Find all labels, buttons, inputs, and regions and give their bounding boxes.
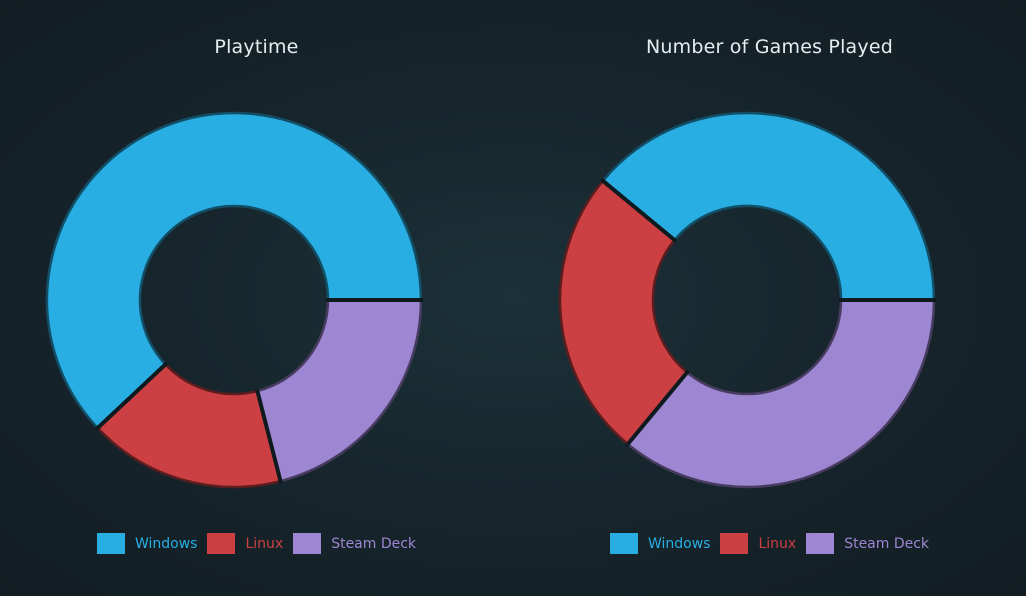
legend-swatch-steam-deck — [806, 533, 835, 554]
legend-label-linux: Linux — [245, 535, 284, 552]
legend-item-windows[interactable]: Windows — [96, 533, 198, 554]
legend-label-steam-deck: Steam Deck — [844, 535, 930, 552]
donut-slice-steam-deck[interactable] — [255, 298, 423, 483]
legend-swatch-windows — [96, 533, 125, 554]
legend-label-windows: Windows — [134, 535, 198, 552]
legend-item-linux[interactable]: Linux — [207, 533, 283, 554]
slice-separator — [624, 369, 690, 447]
slice-separator — [94, 361, 169, 431]
legend-item-windows[interactable]: Windows — [609, 533, 711, 554]
legend-swatch-windows — [609, 533, 638, 554]
games-played-chart-title: Number of Games Played — [646, 36, 893, 58]
legend-label-steam-deck: Steam Deck — [331, 535, 417, 552]
playtime-chart-panel: Playtime Windows Linux Steam Deck — [0, 36, 513, 554]
slice-separator — [254, 388, 283, 484]
games-played-legend: Windows Linux Steam Deck — [513, 533, 1026, 554]
games-played-chart-panel: Number of Games Played Windows Linux Ste… — [513, 0, 1026, 596]
legend-label-windows: Windows — [647, 535, 711, 552]
slice-separator — [600, 177, 678, 243]
legend-item-linux[interactable]: Linux — [720, 533, 796, 554]
donut-slice-windows[interactable] — [601, 111, 936, 302]
playtime-chart-title: Playtime — [214, 36, 299, 58]
donut-slice-steam-deck[interactable] — [626, 298, 936, 489]
legend-item-steam-deck[interactable]: Steam Deck — [806, 533, 929, 554]
legend-swatch-linux — [207, 533, 236, 554]
legend-item-steam-deck[interactable]: Steam Deck — [293, 533, 416, 554]
games-played-donut — [558, 111, 936, 489]
playtime-legend: Windows Linux Steam Deck — [0, 533, 513, 554]
legend-swatch-steam-deck — [293, 533, 322, 554]
playtime-donut — [45, 111, 423, 489]
donut-slice-linux[interactable] — [558, 179, 689, 446]
donut-slice-linux[interactable] — [95, 362, 283, 489]
legend-swatch-linux — [720, 533, 749, 554]
legend-label-linux: Linux — [758, 535, 797, 552]
donut-slice-windows[interactable] — [45, 111, 423, 430]
